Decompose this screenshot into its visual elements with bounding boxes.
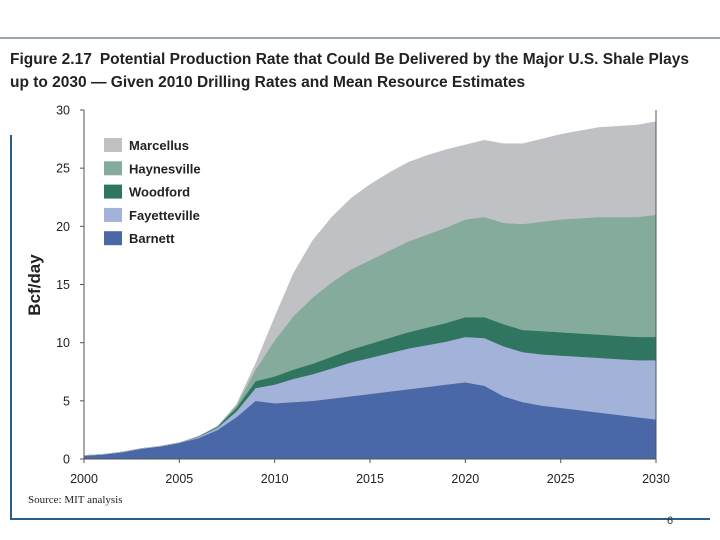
area-layers <box>83 121 657 460</box>
legend-label-fayetteville: Fayetteville <box>129 208 200 223</box>
x-tick-label: 2020 <box>451 472 479 486</box>
y-tick-label: 0 <box>63 453 70 467</box>
legend-swatch-haynesville <box>104 161 122 176</box>
x-tick-label: 2000 <box>70 472 98 486</box>
x-tick-label: 2025 <box>547 472 575 486</box>
y-tick-label: 10 <box>56 336 70 350</box>
legend-swatch-woodford <box>104 184 122 199</box>
legend-swatch-barnett <box>104 231 122 246</box>
figure-title: Figure 2.17 Potential Production Rate tha… <box>10 48 710 94</box>
legend-swatch-fayetteville <box>104 207 122 222</box>
x-tick-label: 2010 <box>261 472 289 486</box>
figure-title-text: Potential Production Rate that Could Be … <box>10 51 689 91</box>
bottom-rule <box>10 518 710 520</box>
figure-number: Figure 2.17 <box>10 51 92 68</box>
left-rule <box>10 135 12 520</box>
source-note: Source: MIT analysis <box>28 494 123 506</box>
legend-label-woodford: Woodford <box>129 185 190 200</box>
y-tick-label: 20 <box>56 220 70 234</box>
x-tick-label: 2015 <box>356 472 384 486</box>
legend-label-haynesville: Haynesville <box>129 161 201 176</box>
x-tick-label: 2005 <box>165 472 193 486</box>
y-tick-label: 15 <box>56 278 70 292</box>
legend: Marcellus Haynesville Woodford Fayetteville… <box>97 130 215 257</box>
y-tick-label: 25 <box>56 162 70 176</box>
legend-label-barnett: Barnett <box>129 231 175 246</box>
y-tick-label: 30 <box>56 104 70 118</box>
legend-label-marcellus: Marcellus <box>129 138 189 153</box>
top-rule <box>0 37 720 39</box>
legend-swatch-marcellus <box>104 138 122 152</box>
y-axis-label: Bcf/day <box>25 254 44 316</box>
page-number: 6 <box>667 515 674 527</box>
x-tick-label: 2030 <box>642 472 670 486</box>
y-tick-label: 5 <box>63 394 70 408</box>
